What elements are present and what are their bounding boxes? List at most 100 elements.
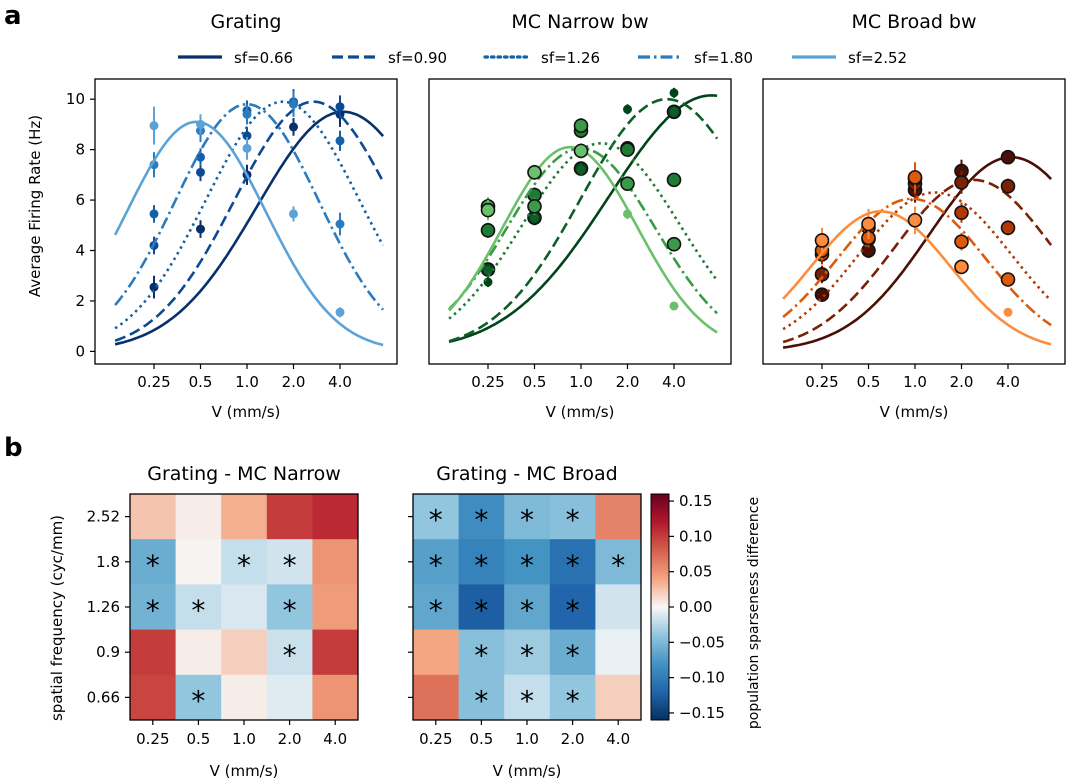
x-tick-label: 4.0 [323, 730, 347, 748]
x-tick-label: 4.0 [606, 730, 630, 748]
x-tick-label: 0.5 [523, 373, 547, 391]
x-tick-label: 2.0 [561, 730, 585, 748]
data-circle [1000, 178, 1016, 194]
significance-star: * [146, 549, 160, 582]
y-tick-label: 1.8 [96, 553, 120, 571]
data-point [289, 209, 298, 219]
fit-curve [114, 100, 385, 330]
chart-title-mc-broad: MC Broad bw [851, 11, 976, 33]
heatmap-grating-mc-narrow: * * * * * * * * 0.25 0.5 1.0 2.0 4.0 2.52 1.8 1.26 0.9 0.… [87, 493, 359, 748]
data-point [335, 102, 345, 112]
heatmap-cell [266, 584, 313, 630]
significance-star: * [566, 594, 580, 627]
significance-star: * [520, 594, 534, 627]
significance-star: * [283, 639, 297, 672]
data-circle [954, 175, 969, 190]
x-tick-label: 0.25 [471, 373, 504, 391]
significance-star: * [283, 549, 297, 582]
colorbar-tick-label: 0.00 [679, 598, 712, 616]
data-point [576, 165, 586, 175]
heatmap-cell [413, 584, 459, 630]
heatmap-cell [458, 674, 505, 721]
data-point [242, 131, 252, 141]
colorbar-tick-label: −0.15 [679, 704, 725, 722]
colorbar-tick-label: −0.10 [679, 669, 725, 687]
fit-curve [782, 210, 1052, 346]
significance-star: * [429, 549, 443, 582]
data-point [335, 136, 345, 146]
data-point [335, 219, 345, 229]
data-circle [573, 118, 589, 133]
colorbar-tick-label: 0.10 [679, 527, 712, 545]
heatmap-cell [266, 494, 313, 540]
data-point [1003, 307, 1013, 317]
data-point [623, 209, 632, 219]
heatmap-cell [595, 539, 642, 585]
heatmap-cell [130, 584, 176, 630]
significance-star: * [283, 594, 297, 627]
heatmap-cell [130, 674, 176, 721]
heatmap-grating-mc-broad: * * * * * * * * * * * * * * * * * * * 0.25 0.5 1.0 2.0 4.0 [408, 493, 642, 748]
data-circle [527, 165, 542, 180]
data-circle [954, 259, 969, 275]
data-point [335, 307, 345, 317]
heatmap-cell [130, 539, 176, 585]
heatmap-cell [312, 584, 359, 630]
y-tick-label: 6 [75, 191, 85, 209]
data-circle [480, 202, 496, 218]
data-circle [907, 212, 923, 228]
data-point [196, 119, 205, 129]
colorbar-tick-label: 0.15 [679, 492, 712, 510]
heatmap-cell [413, 539, 459, 585]
panel-label-b: b [4, 433, 23, 463]
y-tick-label: 2 [75, 292, 85, 310]
legend-label: sf=0.66 [234, 49, 293, 67]
colorbar-label: population sparseness difference [746, 497, 762, 729]
data-circle [1000, 220, 1016, 236]
heatmap-cell [458, 539, 505, 585]
data-point [669, 107, 679, 117]
colorbar-tick-label: 0.05 [679, 563, 712, 581]
plot-frame [762, 78, 1066, 365]
heatmap-cell [458, 494, 505, 540]
heatmap-cell [549, 494, 596, 540]
x-tick-label: 2.0 [616, 373, 640, 391]
data-circle [861, 216, 876, 232]
significance-star: * [611, 549, 625, 582]
significance-star: * [520, 684, 534, 717]
x-tick-label: 0.25 [137, 373, 170, 391]
x-axis-label-grating: V (mm/s) [212, 403, 281, 421]
significance-star: * [474, 684, 488, 717]
x-axis-label-mc-narrow: V (mm/s) [546, 403, 615, 421]
heatmap-cell [221, 539, 268, 585]
fit-curve [114, 102, 385, 311]
heatmap-cell [413, 629, 459, 676]
heatmap-cell [312, 674, 359, 721]
heatmap-cell [549, 629, 596, 676]
heatmap-cell [312, 494, 359, 540]
heatmap-cell [221, 629, 268, 676]
data-circle [480, 223, 496, 238]
data-point [149, 121, 159, 131]
significance-star: * [191, 684, 205, 717]
heatmap-cell [175, 584, 222, 630]
data-circle [527, 199, 542, 214]
colorbar-gradient [650, 493, 670, 721]
x-tick-label: 1.0 [232, 730, 256, 748]
fit-curve [448, 141, 719, 320]
heatmap-cell [504, 629, 551, 676]
significance-star: * [146, 594, 160, 627]
data-circle [573, 143, 589, 159]
data-circle [907, 170, 923, 185]
heatmap-cell [175, 629, 222, 676]
data-circle [666, 172, 682, 188]
y-tick-label: 8 [75, 141, 85, 159]
chart-mc-broad: 0.25 0.5 1.0 2.0 4.0 [762, 78, 1066, 391]
significance-star: * [237, 549, 251, 582]
x-tick-label: 0.25 [419, 730, 452, 748]
heatmap-cell [504, 584, 551, 630]
heatmap-cell [312, 539, 359, 585]
y-tick-label: 0.9 [96, 643, 120, 661]
significance-star: * [520, 549, 534, 582]
x-tick-label: 1.0 [235, 373, 259, 391]
